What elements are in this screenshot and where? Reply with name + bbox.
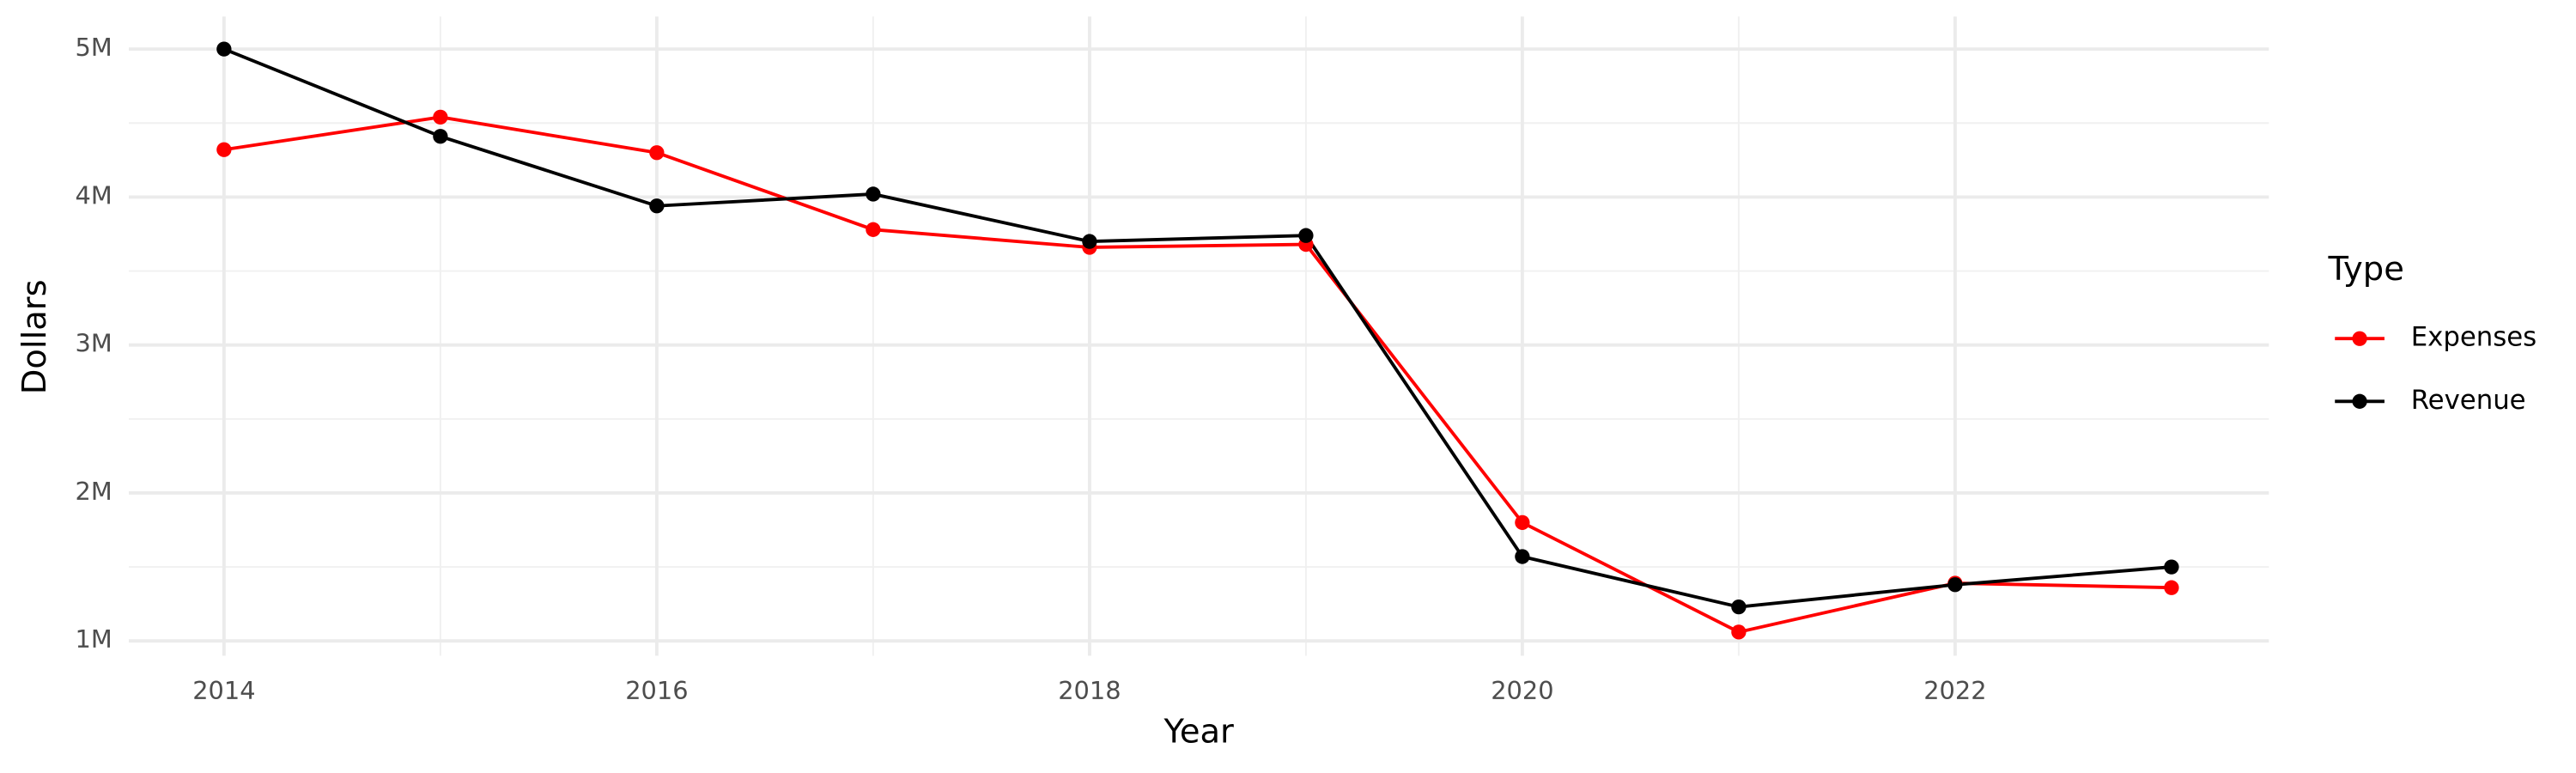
data-point	[1298, 228, 1314, 243]
data-point	[866, 186, 881, 202]
data-point	[1515, 514, 1530, 531]
y-axis-title: Dollars	[15, 279, 54, 394]
y-tick-label: 1M	[76, 624, 112, 654]
legend: Expenses Revenue	[2335, 322, 2537, 416]
x-tick-label: 2020	[1491, 676, 1553, 705]
x-tick-label: 2018	[1058, 676, 1121, 705]
data-point	[1731, 624, 1747, 640]
legend-marker	[2352, 393, 2367, 409]
x-tick-label: 2016	[625, 676, 688, 705]
major-grid: 1M 2M 3M 4M 5M 2014 2016 2018 2020 2022	[76, 16, 2269, 705]
x-tick-label: 2022	[1923, 676, 1986, 705]
legend-label: Expenses	[2411, 322, 2537, 353]
x-axis-title: Year	[1163, 712, 1234, 751]
series-line	[223, 115, 2172, 634]
y-tick-label: 2M	[76, 477, 112, 506]
minor-grid	[129, 16, 2269, 656]
y-tick-label: 5M	[76, 33, 112, 62]
data-point	[2164, 580, 2179, 595]
data-point	[1082, 234, 1097, 249]
data-point	[216, 142, 232, 157]
legend-marker	[2352, 331, 2367, 346]
data-point	[649, 198, 665, 214]
y-tick-label: 4M	[76, 180, 112, 210]
data-point	[866, 222, 881, 237]
data-point	[1515, 549, 1530, 564]
x-tick-label: 2014	[192, 676, 255, 705]
data-point	[1731, 599, 1747, 615]
data-point	[649, 145, 665, 161]
legend-label: Revenue	[2411, 385, 2526, 416]
data-point	[1947, 577, 1963, 593]
data-point	[2164, 559, 2179, 575]
data-point	[433, 129, 448, 144]
y-tick-label: 3M	[76, 329, 112, 358]
series-line	[223, 47, 2172, 609]
data-point	[433, 109, 448, 125]
plot	[216, 41, 2179, 640]
data-point	[216, 41, 232, 57]
legend-title: Type	[2328, 250, 2404, 289]
